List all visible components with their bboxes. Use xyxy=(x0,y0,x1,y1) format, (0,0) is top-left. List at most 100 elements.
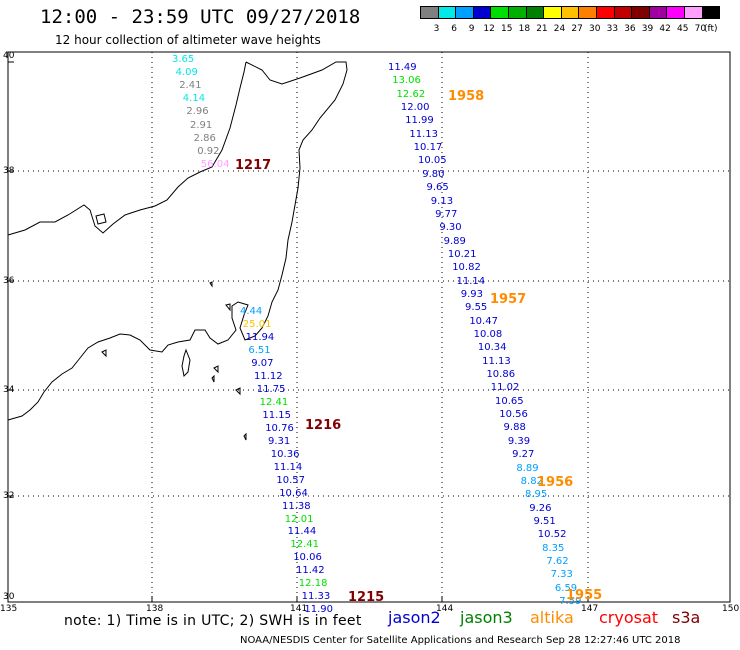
wave-value: 11.90 xyxy=(304,604,334,616)
legend-label: 30 xyxy=(589,24,601,34)
wave-value: 4.09 xyxy=(175,67,198,79)
island-3 xyxy=(211,374,215,383)
wave-value: 12.18 xyxy=(298,578,328,590)
legend-label: 21 xyxy=(536,24,548,34)
wave-value: 4.44 xyxy=(240,306,263,317)
wave-value: 2.91 xyxy=(190,119,213,131)
wave-value: 8.89 xyxy=(516,462,539,474)
wave-value: 11.44 xyxy=(287,526,317,538)
wave-value: 12.41 xyxy=(259,396,289,408)
wave-value: 8.95 xyxy=(524,489,548,501)
wave-value: 11.12 xyxy=(254,370,283,382)
wave-value: 9.93 xyxy=(460,288,484,300)
pass-time-label: 1958 xyxy=(448,89,485,104)
wave-value: 10.56 xyxy=(499,409,528,421)
legend-label: 42 xyxy=(659,24,671,34)
wave-value: 7.59 xyxy=(559,596,582,607)
wave-value: 9.31 xyxy=(268,435,291,447)
wave-value: 6.59 xyxy=(554,582,578,594)
wave-value: 11.94 xyxy=(245,331,275,343)
legend-unit: (ft) xyxy=(704,24,718,34)
legend-label: 36 xyxy=(624,24,636,34)
wave-value: 2.96 xyxy=(186,106,209,118)
legend-label: 15 xyxy=(501,24,513,34)
wave-value: 11.13 xyxy=(409,128,439,140)
satellite-s3a: s3a xyxy=(672,608,701,627)
wave-value: 12.01 xyxy=(284,513,314,525)
wave-value: 10.17 xyxy=(413,142,443,154)
satellite-altika: altika xyxy=(530,608,574,627)
legend-label: 24 xyxy=(553,24,566,34)
wave-value: 10.86 xyxy=(486,369,516,381)
wave-value: 11.14 xyxy=(273,461,303,473)
wave-value: 25.01 xyxy=(242,318,272,330)
wave-value: 9.30 xyxy=(439,222,462,234)
wave-value: 10.47 xyxy=(469,315,498,327)
wave-value: 9.65 xyxy=(426,182,449,194)
pass-time-label: 1216 xyxy=(305,418,342,433)
pass-time-label: 1956 xyxy=(537,475,574,490)
wave-value: 12.00 xyxy=(400,102,430,114)
island-2 xyxy=(213,365,219,374)
wave-value: 9.80 xyxy=(422,168,445,180)
wave-value: 10.52 xyxy=(537,529,567,541)
wave-value: 7.62 xyxy=(546,555,569,567)
wave-value: 9.13 xyxy=(430,195,454,207)
wave-value: 10.65 xyxy=(495,395,524,407)
wave-value: 11.02 xyxy=(490,382,520,394)
wave-value: 12.62 xyxy=(396,88,426,100)
latitude-label: 34 xyxy=(3,385,15,395)
graticule xyxy=(8,52,730,602)
longitude-label: 144 xyxy=(436,604,454,614)
wave-value: 7.33 xyxy=(550,569,573,581)
pass-time-label: 1957 xyxy=(490,292,527,307)
longitude-label: 135 xyxy=(0,604,18,614)
wave-value: 10.82 xyxy=(452,262,481,274)
legend-label: 33 xyxy=(606,24,619,34)
wave-value: 11.99 xyxy=(405,115,434,127)
wave-value: 9.27 xyxy=(512,449,535,461)
wave-value: 2.41 xyxy=(179,80,202,92)
legend-label: 12 xyxy=(483,24,495,34)
island-6 xyxy=(101,349,107,358)
pass-time-label: 1217 xyxy=(235,158,272,173)
latitude-label: 36 xyxy=(3,276,15,286)
wave-value: 11.38 xyxy=(282,500,311,512)
map-frame xyxy=(7,51,731,603)
wave-value: 10.06 xyxy=(293,552,322,564)
pass-time-label: 1955 xyxy=(566,588,603,603)
legend-swatch xyxy=(701,6,721,19)
island-1 xyxy=(95,213,107,225)
wave-value: 10.36 xyxy=(270,448,300,460)
satellite-cryosat: cryosat xyxy=(599,608,659,627)
footer-note: note: 1) Time is in UTC; 2) SWH is in fe… xyxy=(64,613,362,629)
wave-value: 11.42 xyxy=(296,565,325,577)
latitude-label: 40 xyxy=(3,51,15,61)
legend-label: 27 xyxy=(571,24,583,34)
longitude-label: 150 xyxy=(722,604,740,614)
wave-value: 3.65 xyxy=(172,54,195,65)
wave-value: 8.35 xyxy=(542,542,565,554)
wave-value: 10.64 xyxy=(279,487,308,499)
island-7 xyxy=(225,303,231,312)
island-4 xyxy=(235,387,241,396)
footer-credit: NOAA/NESDIS Center for Satellite Applica… xyxy=(240,635,681,646)
wave-value: 10.76 xyxy=(265,422,294,434)
wave-value: 9.51 xyxy=(533,515,556,527)
wave-value: 12.41 xyxy=(290,539,320,551)
island-8 xyxy=(209,281,213,288)
wave-value: 11.13 xyxy=(482,355,511,367)
latitude-label: 38 xyxy=(3,166,15,176)
wave-value: 9.39 xyxy=(507,435,531,447)
wave-value: 0.92 xyxy=(197,145,220,157)
wave-value: 11.14 xyxy=(456,275,486,287)
wave-value: 9.07 xyxy=(251,357,274,369)
map-title: 12:00 - 23:59 UTC 09/27/2018 xyxy=(40,6,361,28)
wave-value: 9.26 xyxy=(529,502,552,514)
longitude-label: 141 xyxy=(290,604,308,614)
wave-value: 11.33 xyxy=(301,591,331,603)
latitude-label: 30 xyxy=(3,592,15,602)
satellite-jason2: jason2 xyxy=(388,608,441,627)
wave-value: 10.21 xyxy=(447,248,477,260)
